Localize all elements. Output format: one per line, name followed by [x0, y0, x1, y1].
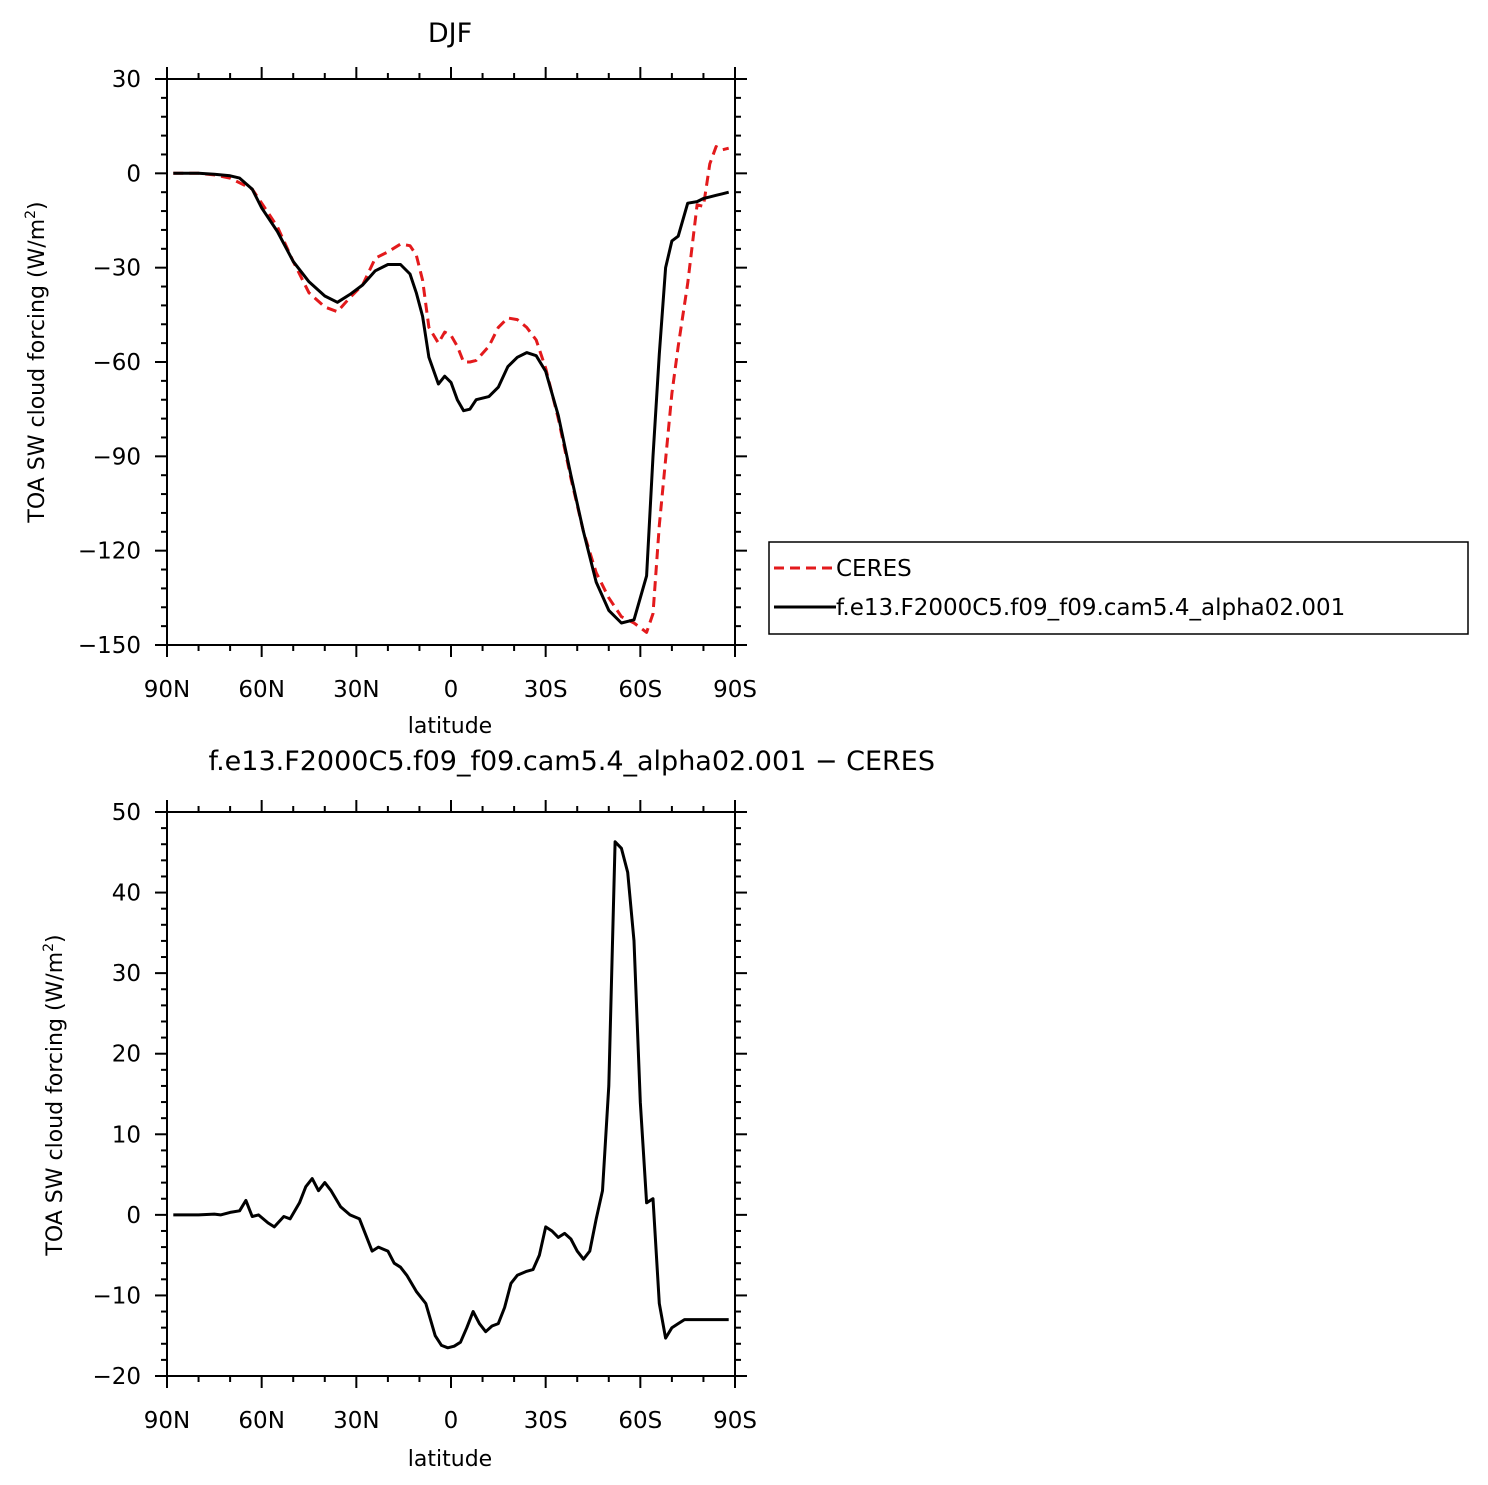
chart-top-ytick-label: 0 — [126, 161, 141, 187]
chart-bottom-ylabel-close: ) — [43, 934, 68, 943]
legend-label-ceres: CERES — [836, 556, 912, 582]
chart-top-ylabel: TOA SW cloud forcing (W/m2) — [23, 201, 50, 523]
chart-top-xtick-label: 90S — [713, 677, 757, 703]
chart-bottom-plot-area: 90N 60N 30N 0 30S 60S 90S 50 40 30 20 10 0 −10 −20 — [92, 800, 757, 1434]
chart-top-djf: DJF 90N 60N 30N 0 30S 60S 90S 30 0 −30 −60 −90 −120 −… — [23, 18, 757, 739]
chart-bottom-xtick-label: 90N — [144, 1408, 190, 1434]
chart-bottom-ytick-label: 40 — [112, 881, 141, 907]
chart-bottom-ylabel-main: TOA SW cloud forcing (W/m — [43, 952, 68, 1257]
legend: CERES f.e13.F2000C5.f09_f09.cam5.4_alpha… — [768, 541, 1469, 635]
chart-top-xtick-label: 30N — [333, 677, 379, 703]
chart-bottom-ytick-label: −10 — [92, 1283, 141, 1309]
chart-bottom-ytick-label: 50 — [112, 800, 141, 826]
chart-top-series-model-line — [173, 171, 730, 625]
chart-bottom-ytick-label: 0 — [126, 1203, 141, 1229]
chart-top-ytick-label: −30 — [92, 256, 141, 282]
chart-top-plot-area: 90N 60N 30N 0 30S 60S 90S 30 0 −30 −60 −90 −120 −150 — [78, 67, 757, 703]
chart-bottom-xtick-label: 60N — [238, 1408, 284, 1434]
chart-bottom-title: f.e13.F2000C5.f09_f09.cam5.4_alpha02.001… — [209, 746, 935, 777]
chart-top-ylabel-close: ) — [25, 201, 50, 210]
chart-top-title: DJF — [428, 18, 472, 49]
chart-bottom-xtick-label: 30N — [333, 1408, 379, 1434]
chart-top-ytick-label: −120 — [78, 539, 141, 565]
chart-top-frame — [166, 78, 736, 646]
chart-top-ylabel-main: TOA SW cloud forcing (W/m — [25, 219, 50, 524]
chart-top-ylabel-sup: 2 — [23, 210, 39, 219]
chart-top-series-ceres-line — [173, 145, 730, 634]
chart-bottom-ytick-label: 20 — [112, 1042, 141, 1068]
chart-bottom-series-difference-line — [173, 840, 729, 1350]
legend-label-model: f.e13.F2000C5.f09_f09.cam5.4_alpha02.001 — [836, 595, 1345, 621]
chart-bottom-ytick-label: −20 — [92, 1364, 141, 1390]
chart-bottom-xtick-label: 60S — [618, 1408, 662, 1434]
chart-top-ytick-label: −60 — [92, 350, 141, 376]
chart-top-ytick-label: −150 — [78, 633, 141, 659]
chart-bottom-ylabel-sup: 2 — [41, 943, 57, 952]
chart-bottom-xtick-label: 90S — [713, 1408, 757, 1434]
chart-top-ytick-label: −90 — [92, 444, 141, 470]
chart-top-ytick-label: 30 — [112, 67, 141, 93]
chart-bottom-xtick-label: 0 — [444, 1408, 459, 1434]
chart-top-xtick-label: 90N — [144, 677, 190, 703]
chart-top-xtick-label: 30S — [524, 677, 568, 703]
chart-bottom-xtick-label: 30S — [524, 1408, 568, 1434]
chart-top-xlabel: latitude — [408, 714, 492, 739]
chart-top-xtick-label: 0 — [444, 677, 459, 703]
chart-bottom-ytick-label: 10 — [112, 1122, 141, 1148]
chart-top-xtick-label: 60N — [238, 677, 284, 703]
chart-bottom-difference: f.e13.F2000C5.f09_f09.cam5.4_alpha02.001… — [41, 746, 935, 1472]
chart-bottom-ylabel: TOA SW cloud forcing (W/m2) — [41, 934, 68, 1256]
chart-bottom-xlabel: latitude — [408, 1447, 492, 1472]
chart-top-xtick-label: 60S — [618, 677, 662, 703]
chart-bottom-ytick-label: 30 — [112, 961, 141, 987]
chart-bottom-frame — [166, 811, 736, 1377]
legend-box — [768, 541, 1469, 635]
